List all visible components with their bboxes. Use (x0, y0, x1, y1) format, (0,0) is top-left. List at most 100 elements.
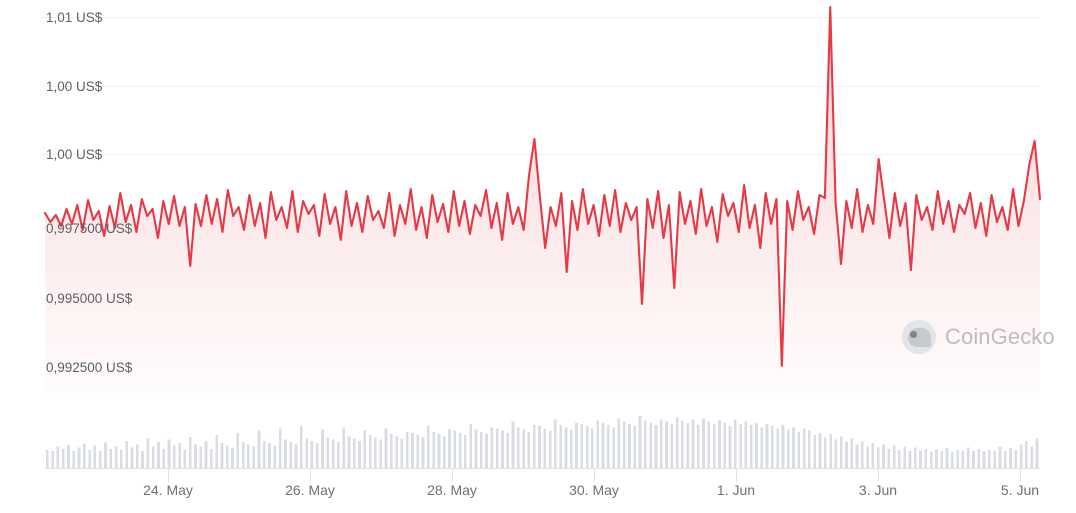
volume-bar (940, 451, 944, 468)
volume-bar (527, 431, 531, 468)
volume-bar (972, 451, 975, 468)
volume-bar (548, 430, 552, 468)
volume-bar (45, 449, 49, 468)
volume-bar (501, 430, 504, 468)
volume-bar (83, 443, 86, 468)
volume-bar (331, 439, 335, 468)
volume-bar (61, 448, 65, 468)
volume-bar (167, 439, 171, 468)
volume-bar (871, 443, 875, 468)
volume-bar (686, 422, 689, 468)
volume-bar (421, 437, 425, 468)
volume-bar (808, 430, 811, 468)
x-axis-tick-label: 5. Jun (1001, 482, 1039, 498)
y-axis-tick-label: 0,992500 US$ (46, 360, 133, 375)
volume-bar (861, 440, 864, 468)
volume-bar (315, 443, 319, 468)
y-axis-tick-label: 0,995000 US$ (46, 291, 133, 306)
volume-bar (707, 421, 711, 468)
volume-bar (352, 438, 356, 468)
volume-bar (596, 420, 600, 468)
volume-bar (252, 446, 256, 468)
volume-bar (67, 444, 70, 468)
volume-bar (305, 438, 308, 468)
volume-bar (776, 428, 779, 468)
volume-bar (368, 435, 372, 468)
volume-bar (183, 449, 187, 468)
y-axis-tick-label: 1,00 US$ (46, 147, 103, 162)
volume-bar (77, 447, 81, 468)
volume-bar (765, 423, 769, 468)
volume-bar (612, 427, 615, 468)
volume-bar (284, 439, 287, 468)
volume-bar (363, 430, 367, 468)
volume-bar (442, 436, 446, 468)
volume-bar (135, 444, 139, 468)
volume-bar (543, 428, 547, 468)
volume-bar (993, 450, 996, 468)
volume-bar (88, 449, 91, 468)
volume-bar (199, 446, 203, 468)
volume-bar (389, 434, 393, 468)
volume-bar (681, 420, 684, 468)
volume-bar (342, 427, 345, 468)
volume-bar (448, 429, 451, 468)
volume-bar (559, 425, 562, 468)
volume-bar (347, 436, 351, 468)
volume-bar (908, 451, 912, 468)
volume-bar (866, 446, 869, 468)
volume-bar (617, 418, 621, 468)
x-axis-tick-label: 1. Jun (717, 482, 755, 498)
volume-bar (395, 436, 398, 468)
x-axis-tick-label: 24. May (143, 482, 193, 498)
volume-bar (310, 440, 314, 468)
volume-bar (204, 440, 208, 468)
volume-bar (771, 426, 774, 468)
volume-bar (538, 426, 541, 468)
volume-bar (384, 428, 388, 468)
price-line-path (43, 5, 1042, 368)
volume-bar (294, 444, 298, 468)
volume-bar (427, 426, 430, 468)
volume-bar (141, 451, 144, 468)
volume-bar (966, 447, 970, 468)
volume-bar (728, 426, 732, 468)
volume-bar (194, 444, 197, 468)
volume-bar (220, 443, 224, 468)
volume-bar (644, 420, 647, 468)
volume-bar (51, 451, 54, 468)
volume-bar (696, 425, 700, 468)
volume-bar (818, 432, 822, 468)
volume-bar (56, 446, 60, 468)
volume-bar (882, 444, 885, 468)
volume-bar (591, 428, 594, 468)
volume-bar (321, 429, 324, 468)
volume-bar (823, 437, 827, 468)
volume-bar (929, 451, 933, 468)
volume-bar (104, 442, 107, 468)
volume-bar (374, 437, 377, 468)
y-axis-labels: 1,01 US$ 1,00 US$ 1,00 US$ 0,997500 US$ 0,99… (46, 10, 133, 375)
volume-bar (919, 450, 922, 468)
y-axis-tick-label: 1,01 US$ (46, 10, 103, 25)
volume-bar (638, 416, 642, 468)
volume-bar (188, 436, 192, 468)
price-line (43, 5, 1042, 368)
volume-bar (453, 430, 457, 468)
volume-bar (733, 419, 737, 468)
volume-bar (273, 445, 277, 468)
volume-bar (236, 432, 240, 468)
volume-bar (781, 425, 785, 468)
volume-bar (982, 451, 986, 468)
volume-bar (935, 449, 938, 468)
volume-bar (977, 448, 981, 468)
volume-bar (474, 429, 478, 468)
volume-bar (585, 426, 589, 468)
volume-bar (379, 439, 383, 468)
volume-bar (114, 446, 118, 468)
volume-bar (988, 449, 991, 468)
volume-bar (564, 427, 568, 468)
volume-bar (262, 440, 266, 468)
